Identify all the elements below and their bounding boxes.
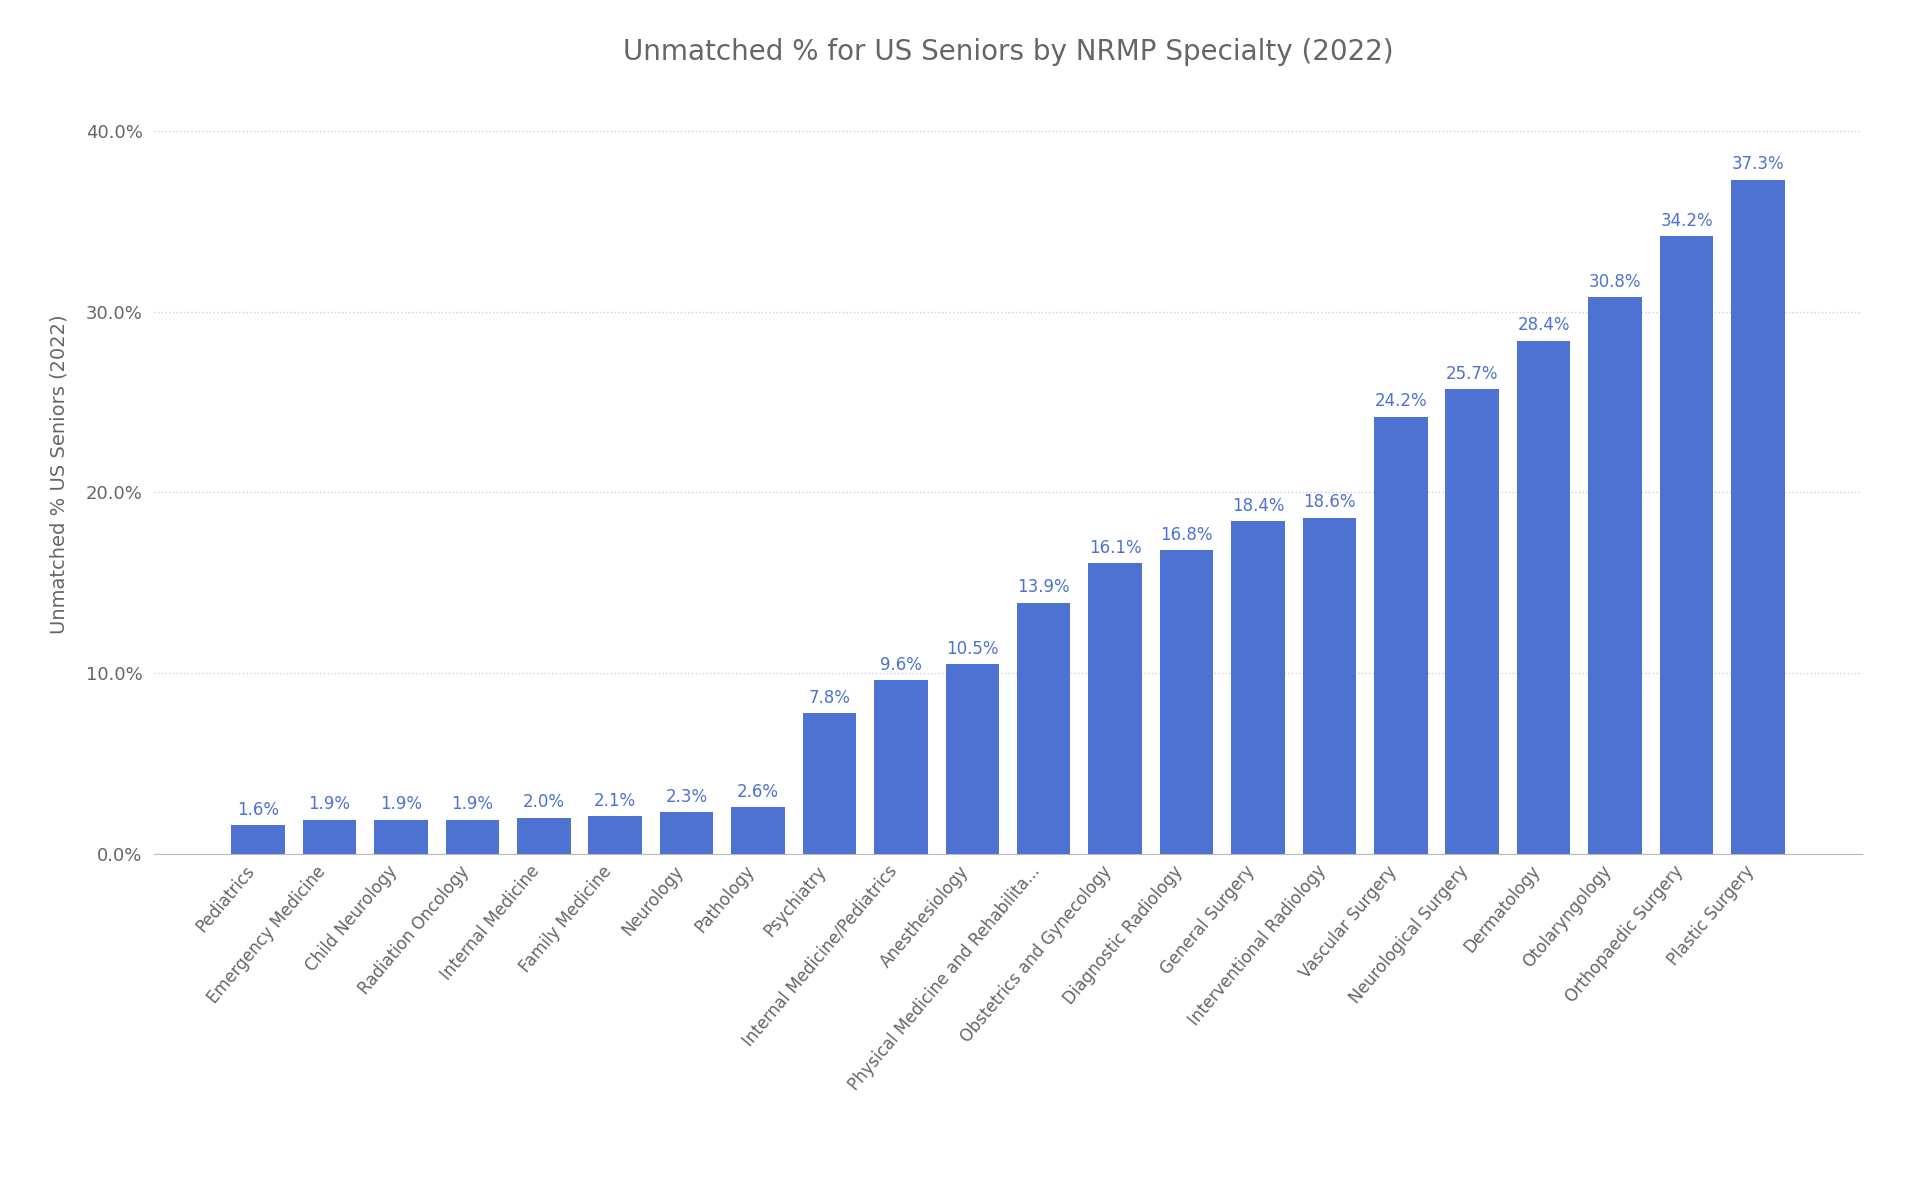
Bar [874, 681, 927, 854]
Bar [1659, 236, 1713, 854]
Bar [1517, 340, 1571, 854]
Text: 2.3%: 2.3% [666, 788, 708, 806]
Y-axis label: Unmatched % US Seniors (2022): Unmatched % US Seniors (2022) [50, 314, 69, 635]
Bar [660, 812, 714, 854]
Bar [1446, 389, 1500, 854]
Text: 13.9%: 13.9% [1018, 579, 1069, 597]
Text: 24.2%: 24.2% [1375, 393, 1427, 410]
Text: 2.6%: 2.6% [737, 783, 780, 801]
Text: 18.6%: 18.6% [1304, 493, 1356, 511]
Bar [1732, 180, 1786, 854]
Text: 18.4%: 18.4% [1233, 497, 1284, 515]
Text: 1.9%: 1.9% [309, 796, 351, 814]
Text: 10.5%: 10.5% [947, 639, 998, 658]
Bar [803, 713, 856, 854]
Text: 1.9%: 1.9% [451, 796, 493, 814]
Text: 9.6%: 9.6% [879, 656, 922, 674]
Text: 30.8%: 30.8% [1590, 273, 1642, 291]
Bar [945, 664, 998, 854]
Bar [1302, 518, 1356, 854]
Bar [445, 820, 499, 854]
Bar [1231, 522, 1284, 854]
Bar [374, 820, 428, 854]
Title: Unmatched % for US Seniors by NRMP Specialty (2022): Unmatched % for US Seniors by NRMP Speci… [622, 38, 1394, 66]
Bar [230, 825, 284, 854]
Bar [1160, 550, 1213, 854]
Text: 2.0%: 2.0% [522, 793, 564, 811]
Bar [588, 816, 641, 854]
Text: 16.1%: 16.1% [1089, 538, 1142, 556]
Text: 25.7%: 25.7% [1446, 365, 1498, 383]
Text: 34.2%: 34.2% [1661, 211, 1713, 230]
Text: 1.6%: 1.6% [236, 801, 278, 818]
Text: 28.4%: 28.4% [1517, 317, 1571, 334]
Bar [1089, 563, 1142, 854]
Text: 1.9%: 1.9% [380, 796, 422, 814]
Text: 7.8%: 7.8% [808, 689, 851, 707]
Bar [732, 806, 785, 854]
Bar [303, 820, 357, 854]
Text: 16.8%: 16.8% [1160, 525, 1213, 544]
Bar [516, 818, 570, 854]
Bar [1375, 416, 1428, 854]
Text: 37.3%: 37.3% [1732, 155, 1784, 173]
Bar [1018, 602, 1071, 854]
Bar [1588, 298, 1642, 854]
Text: 2.1%: 2.1% [593, 791, 636, 810]
